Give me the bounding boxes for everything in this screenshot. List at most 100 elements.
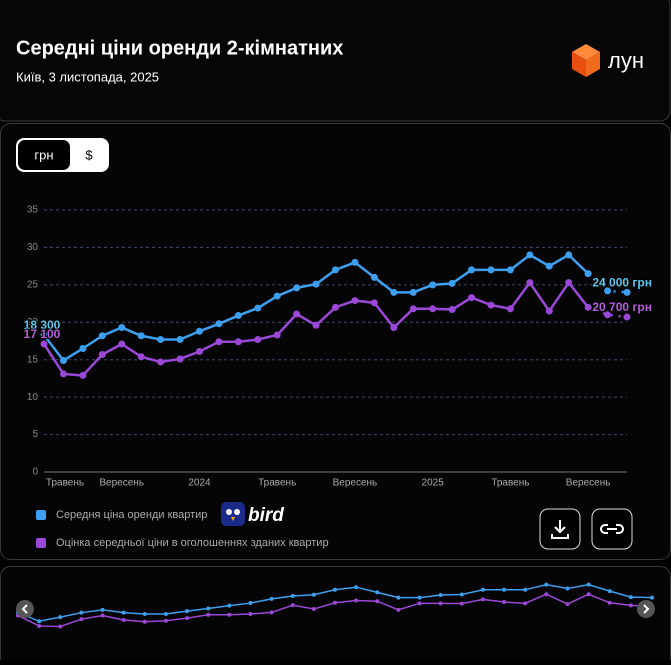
value-label: 18 300 [24,318,61,332]
data-point [390,324,398,332]
logo-cube [572,44,600,77]
data-point [480,597,485,602]
data-point [234,338,242,346]
toggle-active[interactable] [18,140,70,170]
data-point [206,612,211,617]
data-point [623,313,631,321]
y-tick-label: 35 [27,205,39,216]
y-tick-label: 10 [27,392,39,403]
data-point [206,606,211,611]
data-point [195,347,203,355]
data-point [100,607,105,612]
data-point [565,586,570,591]
data-point [565,602,570,607]
nav-left-icon [21,604,28,614]
data-point [79,610,84,615]
data-point [459,592,464,597]
data-point [429,281,437,289]
data-point [438,593,443,597]
data-point [468,294,476,302]
data-point [269,596,274,601]
y-tick-label: 25 [27,279,39,290]
value-label: 17 100 [24,327,61,341]
data-point [565,251,573,259]
data-point [248,601,253,606]
navigator-card [0,566,671,665]
toggle-usd[interactable]: $ [85,147,93,162]
data-point [409,288,417,296]
x-tick-label: Травень [46,478,84,489]
data-point [333,600,337,605]
series-line [587,306,628,319]
x-tick-label: Вересень [566,478,611,489]
data-point [163,611,168,616]
data-point [584,303,592,311]
data-point [396,595,401,600]
data-point [137,332,145,340]
data-point [37,619,42,624]
data-point [98,332,106,340]
data-point [523,601,528,606]
data-point [607,589,612,594]
data-point [157,358,165,366]
data-point [506,266,514,274]
legend-swatch [36,510,46,520]
data-point [118,340,126,348]
data-point [584,270,592,278]
data-point [375,590,380,595]
data-point [332,303,339,311]
data-point [351,258,359,266]
data-point [157,336,165,344]
data-point [526,279,534,287]
logo-text: лун [608,48,644,73]
data-point [269,610,274,615]
nav-right[interactable] [637,600,655,618]
title: Середні ціни оренди 2-кімнатних [16,37,343,59]
data-point [448,306,456,314]
subtitle: Київ, 3 листопада, 2025 [16,69,159,84]
data-point [502,587,507,592]
data-point [409,305,417,313]
data-point [176,355,184,363]
legend-label: Середня ціна оренди квартир [56,509,207,521]
toggle-uah[interactable]: грн [34,147,53,162]
data-point [390,288,398,296]
data-point [370,299,378,307]
data-point [290,594,295,599]
download-icon [551,520,569,539]
y-tick-label: 5 [32,429,38,440]
data-point [254,304,262,312]
data-point [628,603,633,608]
data-point [234,312,242,320]
data-point [544,582,549,587]
data-point [487,266,495,274]
x-tick-label: 2025 [422,478,445,489]
data-point [58,615,63,620]
data-point [480,587,485,592]
nav-right-icon [643,604,650,614]
data-point [40,331,48,339]
data-point [248,611,253,616]
y-tick-label: 0 [32,467,38,478]
data-point [79,344,87,352]
data-point [59,370,67,378]
data-point [565,279,573,287]
data-point [526,251,534,259]
bird-icon [221,502,245,526]
data-point [215,320,223,328]
data-point [448,279,456,287]
data-point [227,612,232,617]
data-point [79,371,87,379]
data-point [468,266,476,274]
bird-eye [234,509,240,515]
value-label: 24 000 грн [592,276,652,290]
x-tick-label: Вересень [333,478,378,489]
nav-left[interactable] [16,600,34,618]
data-point [121,610,126,615]
bird-logo: bird [248,505,284,526]
data-point [311,607,316,612]
data-point [40,340,48,348]
